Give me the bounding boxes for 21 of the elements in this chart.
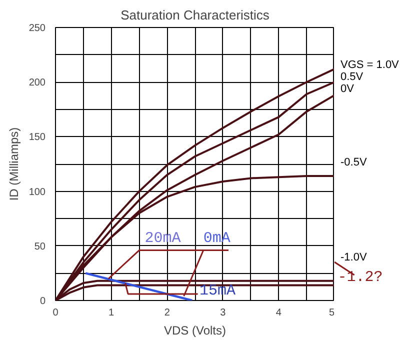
series-label: VGS = 1.0V	[340, 59, 400, 72]
y-tick-label: 250	[28, 23, 46, 34]
x-tick-label: 2	[164, 308, 170, 318]
x-tick-label: 5	[328, 308, 335, 318]
chart-title: Saturation Characteristics	[120, 8, 270, 22]
y-tick-label: 50	[34, 241, 46, 252]
y-tick-label: 150	[28, 132, 46, 144]
series-label: -0.5V	[340, 156, 368, 168]
y-tick-label: 100	[28, 186, 46, 198]
annotation: -1.2?	[338, 268, 383, 286]
series-label: 0.5V	[340, 71, 364, 84]
y-tick-label: 0	[40, 296, 46, 307]
y-tick-label: 200	[28, 78, 46, 89]
x-tick-label: 0	[52, 308, 59, 318]
x-axis-title: VDS (Volts)	[164, 324, 226, 338]
series-label: -1.0V	[340, 252, 368, 264]
y-axis-title: ID (Milliamps)	[6, 127, 21, 201]
x-tick-label: 3	[220, 308, 226, 318]
x-tick-label: 1	[108, 308, 115, 318]
series-label: 0V	[340, 82, 355, 95]
x-tick-label: 4	[276, 308, 282, 318]
